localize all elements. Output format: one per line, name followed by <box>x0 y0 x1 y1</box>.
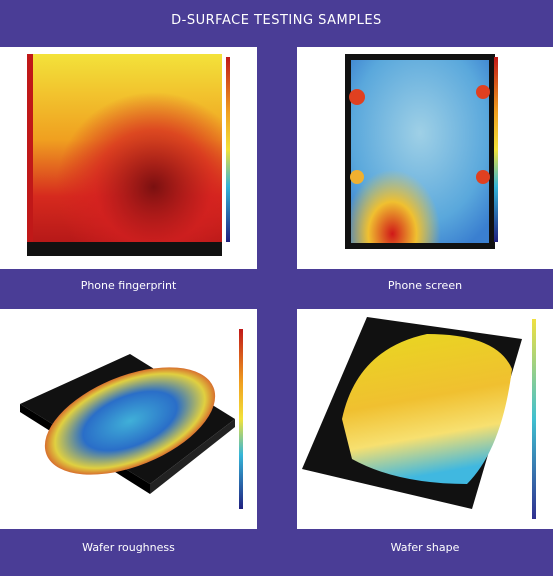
page-title: D-SURFACE TESTING SAMPLES <box>171 13 382 28</box>
roughness-map <box>20 329 243 509</box>
sample-image <box>0 47 257 269</box>
sample-image <box>297 47 553 269</box>
screen-map <box>345 54 498 249</box>
sample-image <box>297 309 553 529</box>
sample-label: Wafer roughness <box>82 541 175 554</box>
shape-map <box>302 317 536 519</box>
sample-label: Phone screen <box>387 279 463 292</box>
sample-image <box>0 309 257 529</box>
sample-label: Phone fingerprint <box>80 279 177 292</box>
sample-label: Wafer shape <box>390 541 460 554</box>
fingerprint-map <box>27 54 230 256</box>
